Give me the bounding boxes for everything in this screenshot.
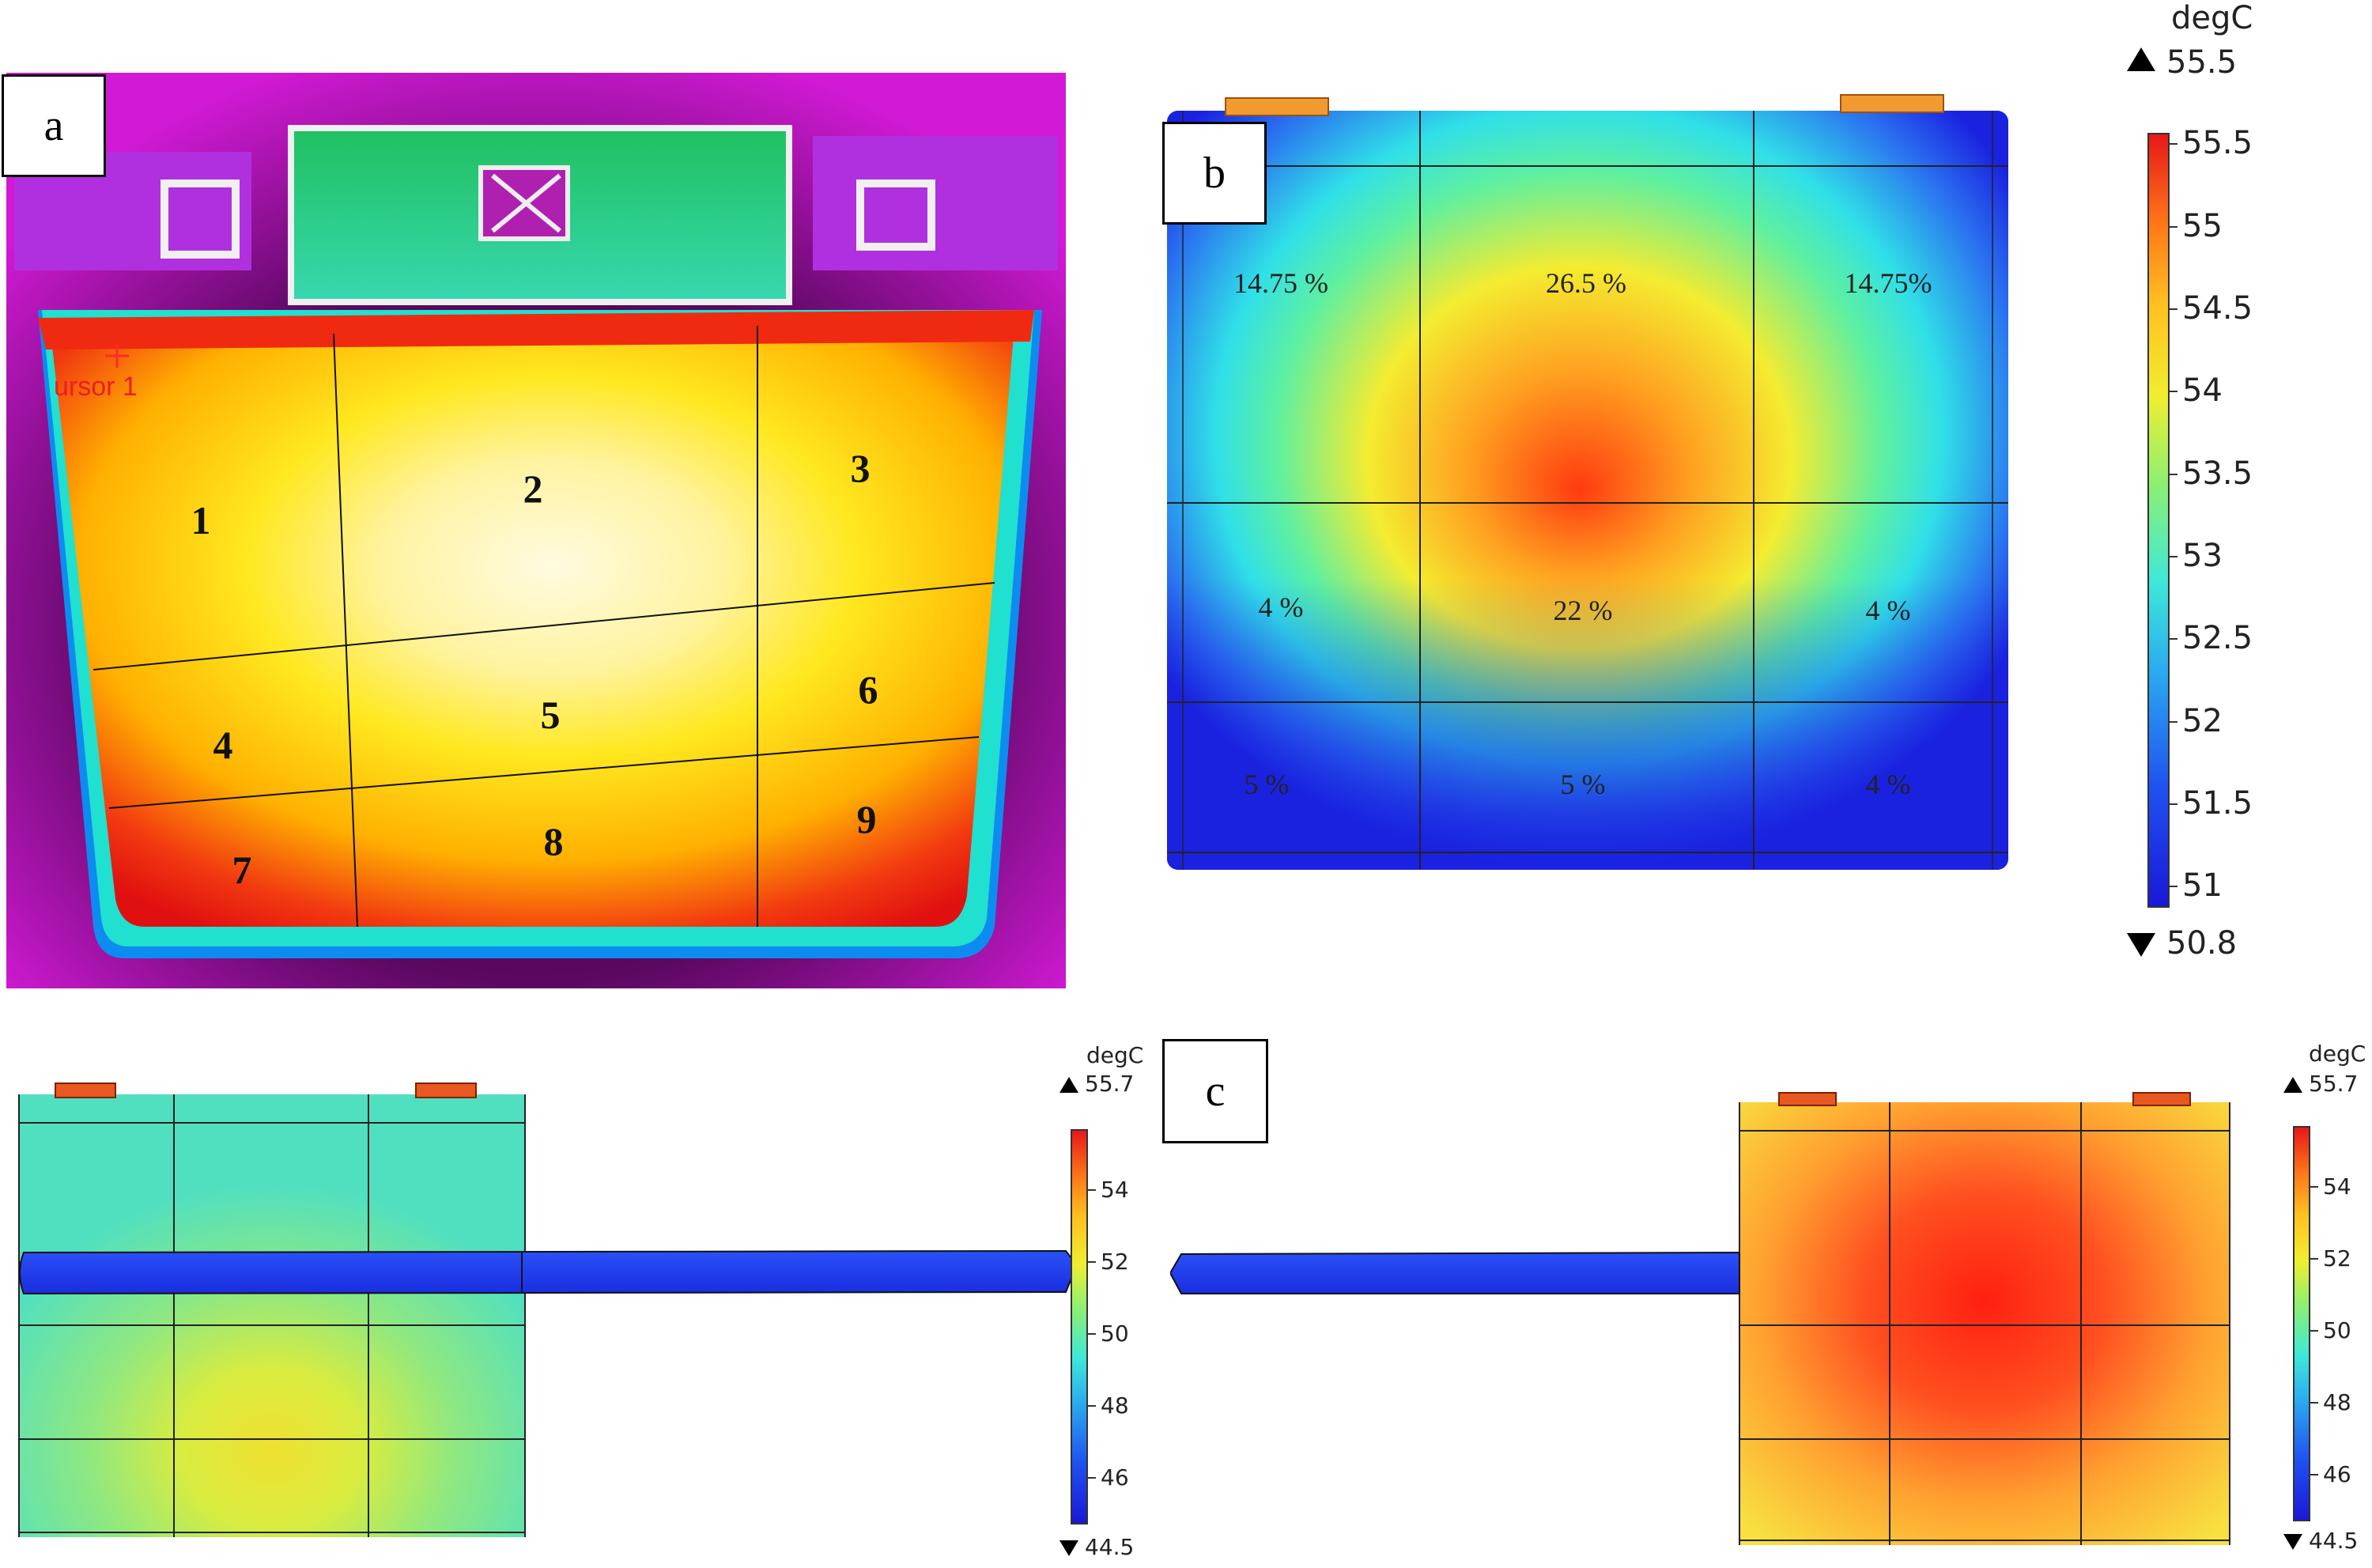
max-marker-icon xyxy=(2127,47,2155,71)
colorbar-b xyxy=(2147,133,2170,908)
panel-label-c: c xyxy=(1162,1039,1268,1143)
colorbar-b-tick-label: 52.5 xyxy=(2182,620,2253,657)
zone-label-1: 1 xyxy=(191,498,211,542)
colorbar-c-left-tick-mark xyxy=(1088,1261,1096,1264)
colorbar-c-right-tick-mark xyxy=(2310,1473,2318,1475)
colorbar-b-tick-label: 55 xyxy=(2182,207,2223,244)
colorbar-c-right-tick-label: 48 xyxy=(2323,1389,2351,1416)
colorbar-c-right xyxy=(2293,1126,2310,1521)
zone-label-2: 2 xyxy=(523,467,543,511)
colorbar-b-tick-label: 54.5 xyxy=(2182,290,2253,327)
colorbar-b-tick-label: 53.5 xyxy=(2182,455,2253,492)
max-marker-icon xyxy=(1059,1077,1078,1093)
zone-label-7: 7 xyxy=(232,848,252,892)
colorbar-b-tick-label: 51 xyxy=(2182,867,2223,905)
colorbar-c-left-max: 55.7 xyxy=(1085,1071,1135,1097)
colorbar-b-tick-label: 54 xyxy=(2182,372,2223,410)
colorbar-b-tick-mark xyxy=(2170,803,2177,805)
colorbar-c-left xyxy=(1071,1129,1088,1525)
zone-pct-3: 14.75% xyxy=(1844,267,1932,299)
zone-pct-1: 14.75 % xyxy=(1233,267,1328,299)
colorbar-c-right-tick-label: 46 xyxy=(2323,1461,2351,1488)
colorbar-b-tick-label: 55.5 xyxy=(2182,125,2253,162)
colorbar-b-tick-label: 51.5 xyxy=(2182,784,2253,822)
colorbar-b-tick-mark xyxy=(2170,638,2177,640)
colorbar-c-right-tick-label: 52 xyxy=(2323,1245,2351,1272)
min-marker-icon xyxy=(2127,933,2155,957)
colorbar-b-tick-mark xyxy=(2170,555,2177,557)
simulation-side-view-right xyxy=(1169,1083,2238,1550)
colorbar-c-right-min: 44.5 xyxy=(2309,1528,2359,1554)
colorbar-c-left-tick-label: 52 xyxy=(1101,1249,1129,1275)
zone-label-8: 8 xyxy=(543,819,564,863)
colorbar-c-left-tick-label: 48 xyxy=(1101,1392,1129,1419)
colorbar-b-unit: degC xyxy=(2171,0,2253,36)
zone-label-5: 5 xyxy=(540,693,561,737)
colorbar-b-tick-mark xyxy=(2170,143,2177,145)
thermal-image xyxy=(6,73,1066,988)
colorbar-c-right-tick-label: 54 xyxy=(2323,1173,2351,1200)
colorbar-c-left-tick-label: 50 xyxy=(1101,1321,1129,1347)
zone-pct-9: 4 % xyxy=(1865,769,1911,800)
colorbar-b-tick-label: 53 xyxy=(2182,537,2223,574)
colorbar-b-tick-label: 52 xyxy=(2182,702,2223,739)
thermal-image-panel: ursor 1 1 2 3 4 5 6 7 8 9 xyxy=(6,73,1066,988)
colorbar-c-left-tick-mark xyxy=(1088,1405,1096,1407)
min-marker-icon xyxy=(2283,1534,2302,1550)
colorbar-c-left-unit: degC xyxy=(1086,1042,1144,1068)
zone-pct-7: 5 % xyxy=(1244,769,1290,800)
colorbar-c-left-tick-mark xyxy=(1088,1333,1096,1336)
zone-label-9: 9 xyxy=(856,797,877,841)
zone-pct-5: 22 % xyxy=(1553,595,1613,626)
zone-pct-6: 4 % xyxy=(1865,595,1911,626)
zone-pct-2: 26.5 % xyxy=(1546,267,1626,299)
colorbar-c-left-tick-label: 46 xyxy=(1101,1464,1129,1491)
colorbar-c-right-unit: degC xyxy=(2309,1041,2366,1067)
zone-label-3: 3 xyxy=(850,446,871,490)
colorbar-c-right-tick-mark xyxy=(2310,1258,2318,1260)
cursor-label: ursor 1 xyxy=(54,372,138,402)
max-marker-icon xyxy=(2283,1077,2302,1093)
colorbar-b-max: 55.5 xyxy=(2166,44,2238,81)
panel-label-b: b xyxy=(1162,122,1267,225)
colorbar-b-tick-mark xyxy=(2170,308,2177,311)
panel-label-a: a xyxy=(2,74,106,177)
colorbar-c-left-min: 44.5 xyxy=(1085,1534,1135,1560)
colorbar-c-right-tick-label: 50 xyxy=(2323,1317,2351,1344)
colorbar-b-tick-mark xyxy=(2170,473,2177,475)
zone-label-4: 4 xyxy=(213,723,233,767)
colorbar-c-left-tick-mark xyxy=(1088,1189,1096,1192)
colorbar-c-left-tick-mark xyxy=(1088,1476,1096,1479)
zone-pct-4: 4 % xyxy=(1258,591,1304,623)
colorbar-c-right-tick-mark xyxy=(2310,1402,2318,1404)
colorbar-b-tick-mark xyxy=(2170,720,2177,723)
simulation-side-view-left xyxy=(8,1075,1091,1542)
colorbar-b-tick-mark xyxy=(2170,391,2177,393)
colorbar-c-right-tick-mark xyxy=(2310,1330,2318,1332)
simulation-front-view: 14.75 % 26.5 % 14.75% 4 % 22 % 4 % 5 % 5… xyxy=(1167,89,2037,879)
colorbar-c-right-max: 55.7 xyxy=(2309,1071,2359,1097)
colorbar-b-min: 50.8 xyxy=(2166,925,2238,962)
zone-pct-8: 5 % xyxy=(1560,769,1606,800)
colorbar-c-right-tick-mark xyxy=(2310,1186,2318,1188)
colorbar-b-tick-mark xyxy=(2170,886,2177,888)
colorbar-b-tick-mark xyxy=(2170,225,2177,228)
min-marker-icon xyxy=(1059,1540,1078,1556)
colorbar-c-left-tick-label: 54 xyxy=(1101,1177,1129,1203)
zone-label-6: 6 xyxy=(858,667,878,712)
